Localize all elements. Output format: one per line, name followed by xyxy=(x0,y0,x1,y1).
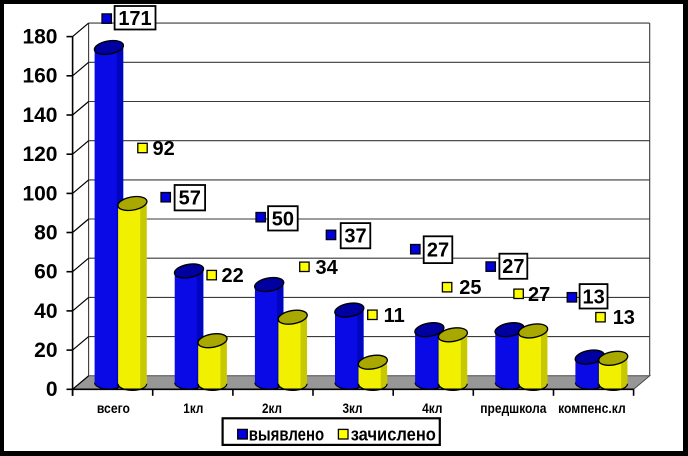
svg-text:120: 120 xyxy=(22,143,57,166)
svg-text:40: 40 xyxy=(34,300,57,323)
svg-text:25: 25 xyxy=(459,277,481,299)
svg-text:50: 50 xyxy=(272,208,294,230)
svg-text:100: 100 xyxy=(22,182,57,205)
svg-text:22: 22 xyxy=(222,265,244,287)
svg-text:80: 80 xyxy=(34,221,57,244)
svg-text:0: 0 xyxy=(46,378,58,401)
svg-text:34: 34 xyxy=(316,257,339,279)
svg-text:60: 60 xyxy=(34,261,57,284)
svg-text:13: 13 xyxy=(582,286,604,308)
svg-text:27: 27 xyxy=(427,240,449,262)
svg-text:компенс.кл: компенс.кл xyxy=(558,401,626,416)
svg-text:180: 180 xyxy=(22,26,57,49)
svg-text:2кл: 2кл xyxy=(262,401,282,416)
svg-text:37: 37 xyxy=(344,226,366,248)
svg-text:171: 171 xyxy=(118,8,151,30)
svg-text:20: 20 xyxy=(34,339,57,362)
svg-text:57: 57 xyxy=(179,188,201,210)
svg-text:27: 27 xyxy=(502,256,524,278)
svg-text:11: 11 xyxy=(384,305,405,327)
svg-text:1кл: 1кл xyxy=(183,401,203,416)
svg-text:92: 92 xyxy=(153,138,175,160)
svg-text:27: 27 xyxy=(528,284,550,306)
svg-text:160: 160 xyxy=(22,65,57,88)
svg-text:3кл: 3кл xyxy=(343,401,363,416)
svg-text:зачислено: зачислено xyxy=(351,424,436,444)
svg-text:140: 140 xyxy=(22,104,57,127)
svg-text:предшкола: предшкола xyxy=(480,401,547,416)
svg-text:4кл: 4кл xyxy=(422,401,442,416)
svg-text:всего: всего xyxy=(97,401,130,416)
svg-text:13: 13 xyxy=(613,307,635,329)
svg-text:выявлено: выявлено xyxy=(249,424,324,444)
